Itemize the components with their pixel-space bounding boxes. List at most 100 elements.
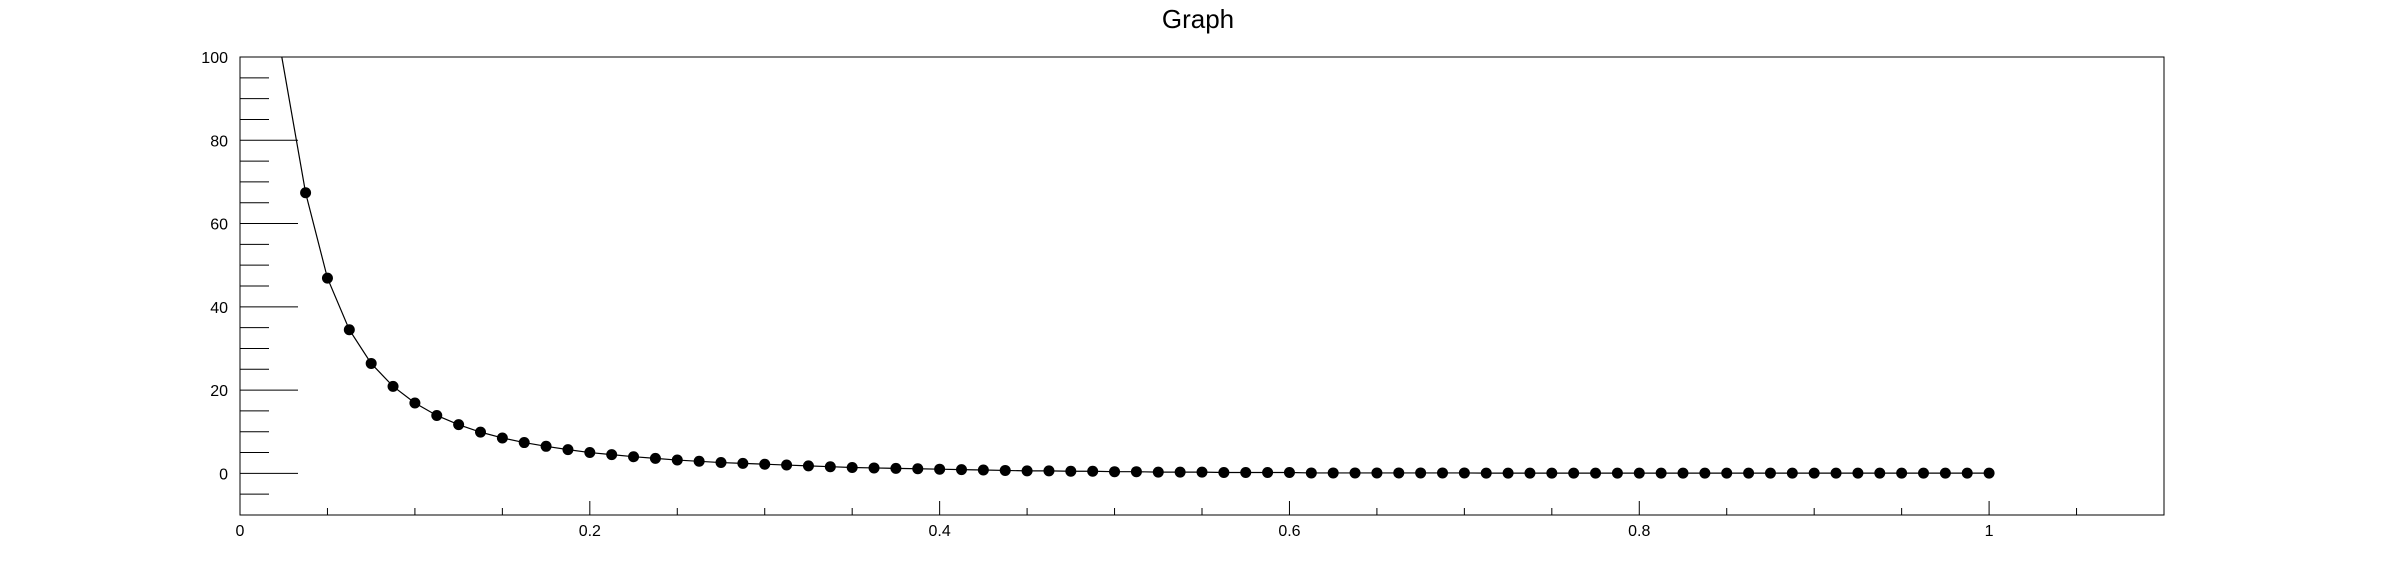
data-point bbox=[1480, 467, 1492, 479]
data-point bbox=[1196, 466, 1208, 478]
data-point bbox=[1152, 466, 1164, 478]
data-point bbox=[999, 464, 1011, 476]
data-point bbox=[824, 461, 836, 473]
data-point bbox=[584, 447, 596, 459]
x-tick-label: 0 bbox=[236, 523, 245, 540]
data-point bbox=[365, 357, 377, 369]
data-point bbox=[1546, 467, 1558, 479]
data-point bbox=[1087, 465, 1099, 477]
data-point bbox=[1240, 467, 1252, 479]
data-point bbox=[1393, 467, 1405, 479]
data-point bbox=[540, 440, 552, 452]
data-point bbox=[649, 452, 661, 464]
data-point bbox=[977, 464, 989, 476]
data-point bbox=[1786, 467, 1798, 479]
y-tick-labels: 0 20 40 60 80 100 bbox=[201, 50, 228, 483]
data-point bbox=[934, 463, 946, 475]
chart-title: Graph bbox=[1162, 4, 1234, 34]
data-point bbox=[1415, 467, 1427, 479]
y-tick-label: 0 bbox=[219, 466, 228, 483]
data-point bbox=[343, 324, 355, 336]
y-tick-label: 40 bbox=[210, 300, 228, 317]
data-point bbox=[890, 462, 902, 474]
data-point bbox=[1983, 467, 1995, 479]
data-point bbox=[562, 444, 574, 456]
plot-frame bbox=[239, 56, 2165, 516]
data-point bbox=[1611, 467, 1623, 479]
data-point bbox=[1218, 467, 1230, 479]
data-point bbox=[409, 397, 421, 409]
data-point bbox=[1568, 467, 1580, 479]
x-tick-label: 0.6 bbox=[1278, 523, 1300, 540]
data-point bbox=[737, 457, 749, 469]
data-point bbox=[1305, 467, 1317, 479]
data-point bbox=[671, 454, 683, 466]
data-point bbox=[1764, 467, 1776, 479]
x-axis bbox=[239, 501, 2078, 515]
data-point bbox=[453, 419, 465, 431]
data-point bbox=[1808, 467, 1820, 479]
series-line bbox=[281, 56, 1990, 474]
data-point bbox=[1371, 467, 1383, 479]
data-point bbox=[1262, 467, 1274, 479]
data-point bbox=[912, 463, 924, 475]
data-point bbox=[321, 272, 333, 284]
data-point bbox=[300, 187, 312, 199]
data-point bbox=[1327, 467, 1339, 479]
data-point bbox=[1458, 467, 1470, 479]
data-point bbox=[518, 437, 530, 449]
data-point bbox=[715, 457, 727, 469]
data-point bbox=[1874, 467, 1886, 479]
x-tick-label: 0.4 bbox=[929, 523, 951, 540]
data-point bbox=[1174, 466, 1186, 478]
x-tick-label: 0.2 bbox=[579, 523, 601, 540]
data-point bbox=[1633, 467, 1645, 479]
y-tick-label: 20 bbox=[210, 383, 228, 400]
data-point bbox=[1830, 467, 1842, 479]
data-point bbox=[1655, 467, 1667, 479]
data-point bbox=[606, 449, 618, 461]
series-points-layer bbox=[300, 187, 1995, 479]
data-point bbox=[956, 464, 967, 476]
data-point bbox=[1590, 467, 1602, 479]
x-tick-label: 0.8 bbox=[1628, 523, 1650, 540]
data-point bbox=[1065, 465, 1077, 477]
data-point bbox=[1721, 467, 1733, 479]
series-line-layer bbox=[281, 56, 1990, 474]
x-tick-labels: 0 0.2 0.4 0.6 0.8 1 bbox=[236, 523, 1994, 540]
data-point bbox=[1524, 467, 1536, 479]
data-point bbox=[1130, 466, 1142, 478]
data-point bbox=[1437, 467, 1448, 479]
data-point bbox=[846, 462, 858, 474]
data-point bbox=[496, 432, 508, 444]
data-point bbox=[1109, 466, 1121, 478]
data-point bbox=[759, 458, 771, 470]
data-point bbox=[781, 459, 793, 471]
data-point bbox=[1918, 467, 1929, 479]
data-point bbox=[628, 451, 640, 463]
data-point bbox=[802, 460, 814, 472]
data-point bbox=[475, 426, 486, 438]
data-point bbox=[387, 380, 399, 392]
data-point bbox=[693, 455, 705, 467]
data-point bbox=[1699, 467, 1711, 479]
data-point bbox=[1896, 467, 1908, 479]
y-axis bbox=[240, 56, 298, 495]
data-point bbox=[1021, 465, 1033, 477]
x-tick-label: 1 bbox=[1985, 523, 1994, 540]
data-point bbox=[868, 462, 880, 474]
data-point bbox=[1961, 467, 1973, 479]
data-point bbox=[1283, 467, 1295, 479]
data-point bbox=[1677, 467, 1689, 479]
data-point bbox=[1349, 467, 1361, 479]
data-point bbox=[1043, 465, 1055, 477]
data-point bbox=[1743, 467, 1755, 479]
y-tick-label: 100 bbox=[201, 50, 228, 67]
y-tick-label: 60 bbox=[210, 217, 228, 234]
y-tick-label: 80 bbox=[210, 133, 228, 150]
data-point bbox=[431, 409, 443, 421]
data-point bbox=[1939, 467, 1951, 479]
data-point bbox=[1502, 467, 1514, 479]
data-point bbox=[1852, 467, 1864, 479]
